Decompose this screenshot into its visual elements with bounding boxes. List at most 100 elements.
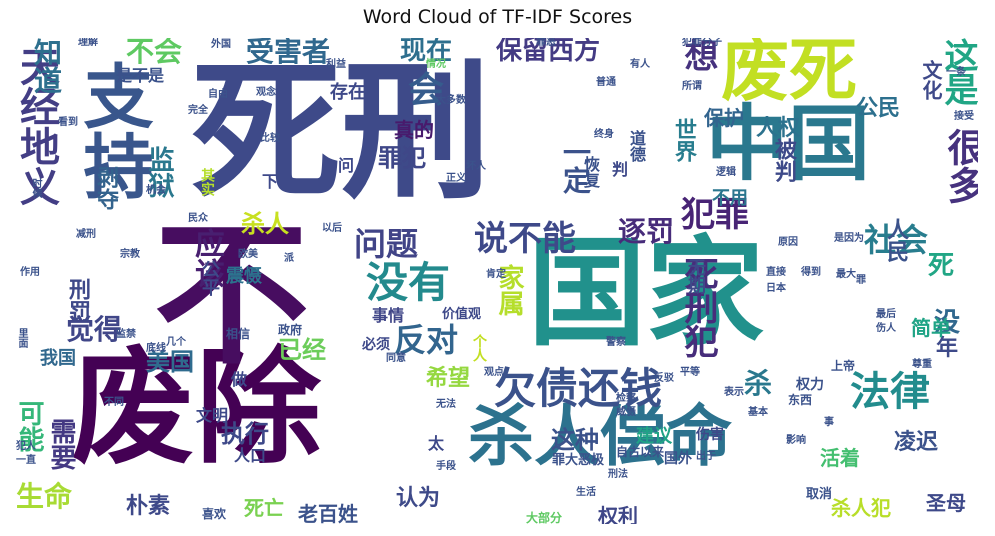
word: 公民 [856,96,901,121]
word: 大多数 [436,95,466,106]
word: 有人 [630,59,650,70]
word: 法律 [850,369,930,415]
word: 一直 [16,455,36,466]
word: 表示 [724,387,744,398]
word: 罪大恶极 [552,453,605,468]
word: 这是 [938,38,978,106]
word: 恢复 [581,156,600,188]
word: 不 [154,205,309,386]
word: 影响 [786,435,806,446]
word: 说不能 [474,219,576,259]
word: 个人 [471,334,487,362]
word: 不会 [126,38,183,68]
word: 反对 [394,321,459,359]
word: 老百姓 [298,502,358,524]
word: 一条 [946,67,966,78]
word: 道德 [627,130,646,162]
word: 社会 [864,221,929,259]
word: 现在 [400,38,453,66]
word: 判 [612,160,629,179]
word: 肯定 [486,269,506,280]
word: 犯罪分子 [682,38,722,48]
word: 废死 [721,38,858,111]
word: 人民 [883,218,908,262]
word: 凌迟 [894,430,939,455]
word: 文明 [196,406,229,425]
word: 犯罪 [681,195,749,235]
word: 监狱 [144,146,174,198]
word: 外国 [211,39,231,50]
word: 是因为 [834,233,864,244]
word: 正义 [446,173,466,184]
word: 很多 [941,128,978,204]
word: 直接 [766,267,786,278]
word: 死亡 [244,496,284,520]
word: 生命 [16,480,73,513]
word: 平等 [680,367,700,378]
word: 杀人犯 [831,496,891,520]
word: 政府 [278,323,303,337]
word: 伤人 [876,323,896,334]
word: 杀人 [241,210,289,238]
word: 国家 [528,224,765,362]
word: 朴素 [126,494,171,519]
word: 杀人偿命 [468,398,732,475]
word: 问题 [354,225,419,263]
word: 减刑 [76,229,96,240]
word: 派 [284,253,294,264]
word: 简单 [911,316,951,340]
word: 警察 [606,337,626,348]
word: 这种 [551,426,599,454]
word: 民众 [188,213,208,224]
word: 情况 [426,59,446,70]
word: 会 [408,70,445,111]
word: 罪犯 [378,144,426,172]
word: 最大 [836,269,856,280]
word: 原因 [778,237,798,248]
word: 机会 [146,185,166,196]
word: 支持 [72,60,154,200]
chart-title: Word Cloud of TF-IDF Scores [362,6,633,28]
word: 反驳 [654,373,674,384]
word: 觉得 [66,313,123,346]
word: 时候 [30,178,41,198]
word: 中国 [706,97,871,192]
word: 喜欢 [202,507,227,521]
word: 罪 [856,275,866,286]
word: 理解 [78,38,98,48]
word: 不同 [104,397,124,408]
word: 刑法 [608,469,628,480]
word: 威慑 [616,407,636,418]
word: 需要 [46,418,76,470]
word: 没有 [366,258,451,307]
word: 家属 [494,264,524,316]
word: 作用 [20,267,40,278]
word: 几个 [166,337,186,348]
word: 年 [936,336,959,361]
word: 权利 [598,504,638,524]
word: 看到 [58,117,78,128]
word: 应该 [189,228,224,288]
word: 伤害 [696,427,724,443]
word: 生活 [576,487,596,498]
word: 最后 [876,309,896,320]
word: 同意 [386,353,406,364]
word: 其实 [199,168,215,196]
word: 人权 [756,116,801,141]
word: 剥夺 [93,166,118,210]
word: 执行 [221,420,269,448]
word: 是不是 [116,66,165,85]
word: 不用 [712,188,748,209]
word: 圣母 [926,491,966,515]
word: 刑罚 [65,278,90,322]
word: 普通 [596,77,616,88]
word: 太 [428,434,445,453]
word: 认为 [396,486,441,511]
word: 无法 [436,399,456,410]
word: 底线 [146,343,166,354]
word: 逐罚 [618,215,675,248]
word: 必须 [362,337,390,353]
word: 世界 [671,118,696,162]
word: 检察 [616,393,636,404]
word: 真的 [394,118,434,142]
